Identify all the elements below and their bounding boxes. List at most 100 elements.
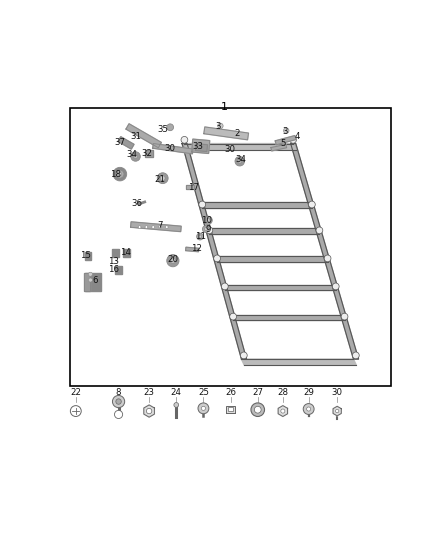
Bar — [70, 108, 391, 386]
Circle shape — [332, 283, 339, 290]
Text: 28: 28 — [277, 387, 288, 397]
Circle shape — [218, 123, 223, 128]
Polygon shape — [291, 143, 359, 359]
Polygon shape — [153, 143, 193, 154]
Circle shape — [199, 201, 205, 208]
Circle shape — [146, 408, 152, 414]
Polygon shape — [209, 228, 319, 234]
Text: 13: 13 — [108, 257, 119, 266]
Text: 4: 4 — [295, 132, 300, 141]
Circle shape — [240, 352, 247, 359]
Bar — [228, 407, 233, 411]
Circle shape — [307, 407, 311, 411]
Circle shape — [204, 228, 207, 231]
Text: 20: 20 — [167, 255, 178, 264]
Text: 7: 7 — [157, 221, 163, 230]
Polygon shape — [113, 249, 119, 257]
Polygon shape — [233, 316, 345, 320]
Text: 32: 32 — [141, 149, 152, 158]
Circle shape — [230, 313, 237, 320]
Text: 30: 30 — [165, 144, 176, 153]
Polygon shape — [195, 144, 208, 151]
Circle shape — [118, 172, 122, 176]
Polygon shape — [85, 252, 92, 260]
Polygon shape — [85, 273, 101, 292]
Polygon shape — [182, 143, 247, 359]
Circle shape — [166, 225, 168, 229]
Circle shape — [116, 399, 121, 404]
Polygon shape — [115, 266, 122, 274]
Circle shape — [198, 235, 201, 238]
Text: 10: 10 — [201, 216, 212, 225]
Circle shape — [206, 227, 213, 234]
Circle shape — [308, 201, 315, 208]
Text: 18: 18 — [110, 171, 121, 179]
Text: 23: 23 — [144, 387, 155, 397]
Text: 31: 31 — [130, 132, 141, 141]
Circle shape — [214, 255, 220, 262]
Polygon shape — [241, 359, 356, 365]
Text: 17: 17 — [188, 182, 199, 191]
Circle shape — [114, 410, 123, 418]
Circle shape — [181, 136, 188, 143]
Text: 33: 33 — [192, 142, 204, 151]
Text: 36: 36 — [131, 199, 142, 208]
Circle shape — [71, 406, 81, 416]
Text: 35: 35 — [157, 125, 168, 134]
Circle shape — [88, 278, 92, 282]
Circle shape — [204, 216, 212, 224]
Text: 25: 25 — [198, 387, 209, 397]
Polygon shape — [271, 144, 286, 151]
Circle shape — [303, 403, 314, 415]
Text: 16: 16 — [108, 265, 119, 274]
Circle shape — [251, 403, 265, 416]
Text: 27: 27 — [252, 387, 263, 397]
Text: 30: 30 — [332, 387, 343, 397]
Circle shape — [131, 152, 140, 161]
Polygon shape — [145, 150, 153, 157]
Polygon shape — [202, 201, 312, 208]
Bar — [226, 406, 235, 413]
Text: 11: 11 — [194, 232, 205, 241]
Text: 34: 34 — [127, 150, 138, 159]
Text: 15: 15 — [80, 251, 91, 260]
Text: 5: 5 — [280, 139, 286, 148]
Circle shape — [113, 395, 125, 408]
Circle shape — [238, 159, 242, 163]
Text: 21: 21 — [155, 175, 166, 184]
Circle shape — [254, 406, 261, 413]
Circle shape — [283, 128, 289, 133]
Polygon shape — [186, 185, 194, 189]
Circle shape — [235, 157, 244, 166]
Text: 37: 37 — [114, 139, 125, 148]
Circle shape — [353, 352, 359, 359]
Text: 9: 9 — [205, 224, 211, 233]
Circle shape — [290, 136, 297, 143]
Circle shape — [167, 124, 173, 131]
Circle shape — [201, 406, 205, 410]
Circle shape — [281, 409, 285, 413]
Polygon shape — [131, 222, 181, 232]
Polygon shape — [217, 256, 328, 262]
Circle shape — [116, 170, 124, 178]
Text: 24: 24 — [171, 387, 182, 397]
Text: 29: 29 — [303, 387, 314, 397]
Circle shape — [113, 167, 127, 181]
Polygon shape — [118, 137, 134, 149]
Polygon shape — [192, 139, 210, 154]
Text: 1: 1 — [221, 102, 228, 112]
Circle shape — [160, 176, 165, 181]
Circle shape — [316, 227, 323, 234]
Text: 30: 30 — [224, 145, 235, 154]
Text: 22: 22 — [70, 387, 81, 397]
Circle shape — [134, 155, 138, 158]
Circle shape — [222, 283, 228, 290]
Circle shape — [202, 225, 209, 232]
Circle shape — [198, 403, 209, 414]
Text: 3: 3 — [215, 122, 221, 131]
Polygon shape — [144, 405, 155, 417]
Polygon shape — [333, 406, 341, 416]
Polygon shape — [184, 143, 296, 150]
Circle shape — [336, 409, 339, 413]
Circle shape — [174, 402, 179, 407]
